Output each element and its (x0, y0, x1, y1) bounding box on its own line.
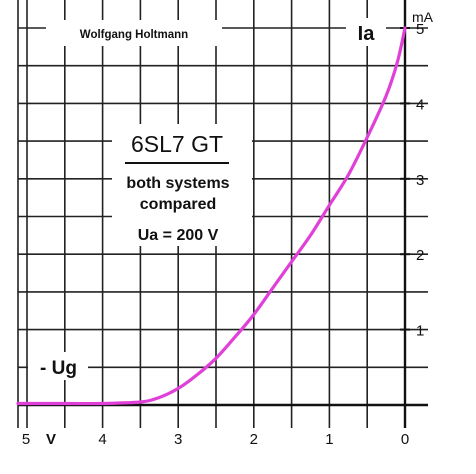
y-tick-label: 2 (416, 247, 424, 264)
y-unit-label: mA (412, 9, 434, 25)
subtitle-line-1: both systems (126, 175, 229, 192)
x-tick-label: 0 (401, 431, 409, 448)
x-tick-label: 1 (325, 431, 333, 448)
xlabel-box (28, 352, 88, 380)
title-box (112, 124, 252, 246)
y-tick-label: 1 (416, 323, 424, 340)
y-tick-label: 4 (416, 96, 424, 113)
x-tick-label: 4 (98, 431, 106, 448)
tick-labels: 1 2 3 4 5 5 4 3 2 1 0 (22, 21, 425, 448)
x-unit-label: V (46, 431, 56, 448)
y-tick-label: 5 (416, 21, 424, 38)
x-tick-label: 3 (174, 431, 182, 448)
author-label: Wolfgang Holtmann (80, 29, 188, 41)
ylabel-box (346, 18, 386, 46)
x-tick-label: 2 (250, 431, 258, 448)
condition-label: Ua = 200 V (138, 227, 219, 244)
chart-title: 6SL7 GT (131, 131, 223, 157)
x-axis-label: - Ug (40, 358, 77, 379)
author-box (46, 20, 222, 46)
x-tick-label: 5 (22, 431, 30, 448)
subtitle-line-2: compared (140, 196, 216, 213)
series-line-ia (16, 26, 407, 406)
y-tick-label: 3 (416, 172, 424, 189)
y-axis-label: Ia (358, 23, 376, 45)
